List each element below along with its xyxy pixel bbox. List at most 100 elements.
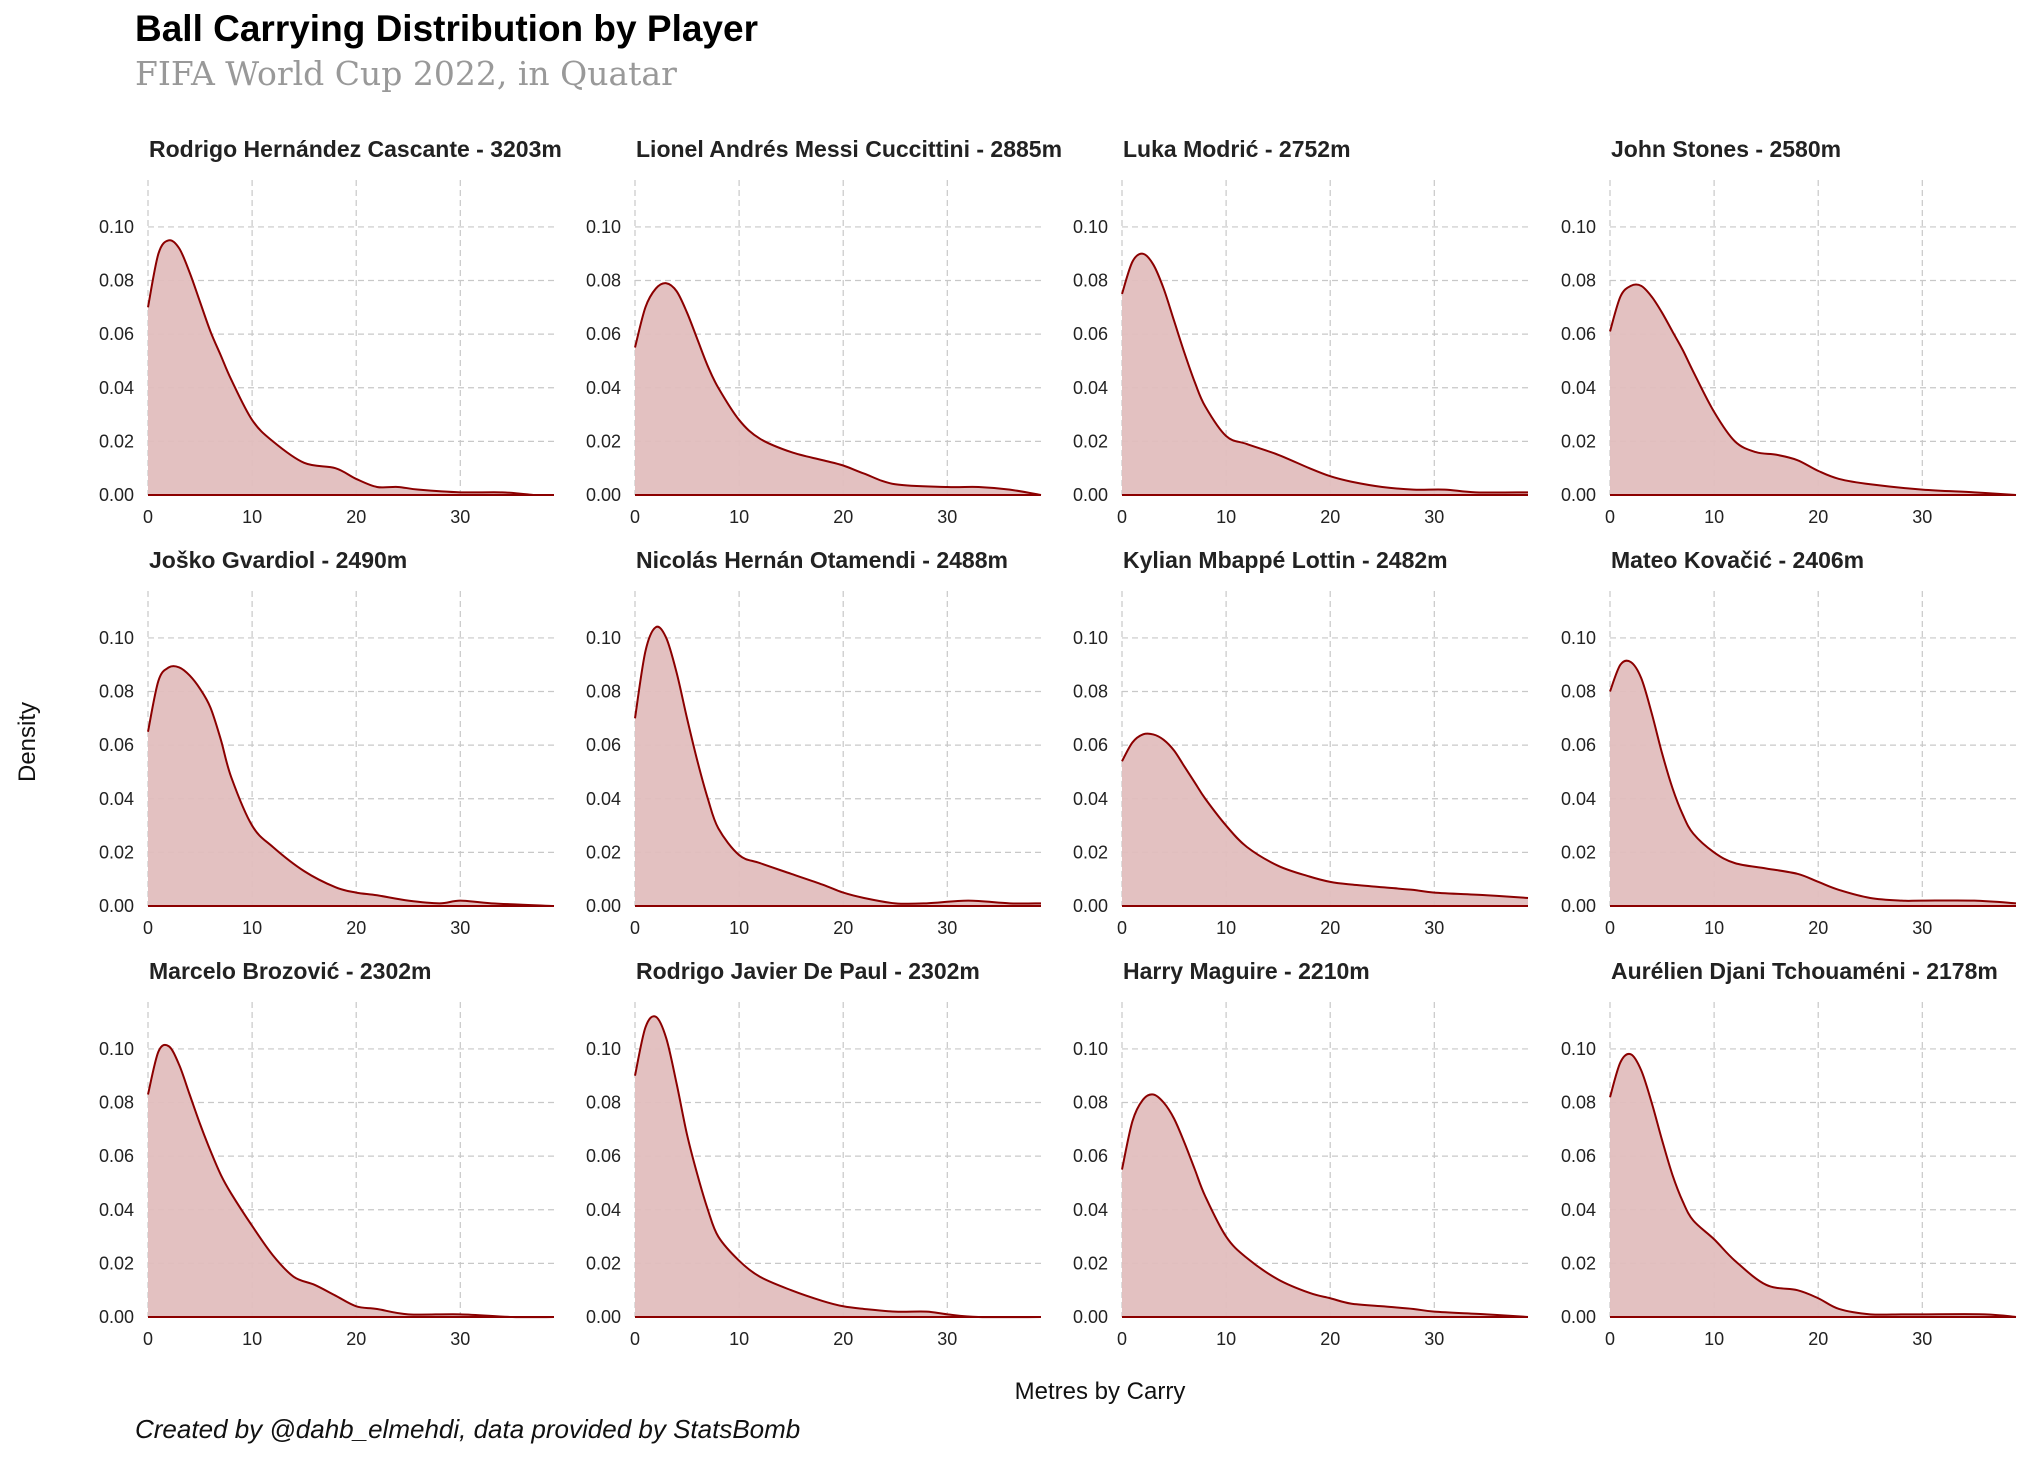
y-tick-label: 0.04 bbox=[586, 1200, 621, 1220]
y-tick-label: 0.04 bbox=[99, 378, 134, 398]
y-tick-label: 0.10 bbox=[586, 217, 621, 237]
x-tick-label: 0 bbox=[1605, 507, 1615, 527]
x-tick-label: 20 bbox=[1808, 918, 1828, 938]
y-tick-label: 0.04 bbox=[1561, 1200, 1596, 1220]
y-tick-label: 0.06 bbox=[99, 324, 134, 344]
y-tick-label: 0.10 bbox=[586, 628, 621, 648]
x-tick-label: 20 bbox=[833, 507, 853, 527]
y-tick-label: 0.06 bbox=[1073, 1146, 1108, 1166]
x-tick-label: 20 bbox=[1808, 507, 1828, 527]
y-tick-label: 0.02 bbox=[1073, 1253, 1108, 1273]
x-tick-label: 10 bbox=[242, 918, 262, 938]
x-tick-label: 20 bbox=[346, 918, 366, 938]
y-tick-label: 0.08 bbox=[1561, 682, 1596, 702]
x-tick-label: 20 bbox=[346, 1329, 366, 1349]
x-tick-label: 0 bbox=[1605, 918, 1615, 938]
x-tick-label: 30 bbox=[937, 1329, 957, 1349]
panel-title: Nicolás Hernán Otamendi - 2488m bbox=[636, 547, 1008, 573]
panel-2: 0.00 0.02 0.04 0.06 0.08 0.10 0 10 20 30 Lionel An… bbox=[586, 136, 1062, 527]
y-tick-label: 0.02 bbox=[586, 842, 621, 862]
y-tick-label: 0.10 bbox=[1073, 1039, 1108, 1059]
x-tick-label: 20 bbox=[833, 1329, 853, 1349]
density-area bbox=[635, 1016, 1041, 1318]
x-tick-label: 30 bbox=[450, 1329, 470, 1349]
panel-1: 0.00 0.02 0.04 0.06 0.08 0.10 0 10 20 30 Rodrigo H… bbox=[99, 136, 562, 527]
y-tick-label: 0.06 bbox=[1073, 324, 1108, 344]
x-tick-label: 20 bbox=[1808, 1329, 1828, 1349]
y-tick-label: 0.04 bbox=[1561, 378, 1596, 398]
panel-3: 0.00 0.02 0.04 0.06 0.08 0.10 0 10 20 30 Luka Modr… bbox=[1073, 136, 1529, 527]
y-tick-label: 0.08 bbox=[586, 271, 621, 291]
y-tick-label: 0.00 bbox=[99, 896, 134, 916]
y-tick-label: 0.00 bbox=[1073, 896, 1108, 916]
x-tick-label: 10 bbox=[1704, 918, 1724, 938]
panel-10: 0.00 0.02 0.04 0.06 0.08 0.10 0 10 20 30 Rodrigo J… bbox=[586, 958, 1042, 1349]
y-tick-label: 0.02 bbox=[99, 1253, 134, 1273]
y-tick-label: 0.04 bbox=[99, 1200, 134, 1220]
y-tick-label: 0.00 bbox=[586, 896, 621, 916]
y-tick-label: 0.04 bbox=[586, 789, 621, 809]
y-tick-label: 0.08 bbox=[99, 682, 134, 702]
x-tick-label: 10 bbox=[1216, 1329, 1236, 1349]
y-tick-label: 0.02 bbox=[1561, 842, 1596, 862]
panel-title: Harry Maguire - 2210m bbox=[1123, 958, 1370, 984]
y-axis-label: Density bbox=[14, 702, 41, 782]
y-tick-label: 0.04 bbox=[586, 378, 621, 398]
y-tick-label: 0.10 bbox=[1561, 1039, 1596, 1059]
x-tick-label: 30 bbox=[1912, 1329, 1932, 1349]
panel-title: Kylian Mbappé Lottin - 2482m bbox=[1123, 547, 1448, 573]
x-tick-label: 20 bbox=[833, 918, 853, 938]
x-tick-label: 30 bbox=[937, 918, 957, 938]
y-tick-label: 0.06 bbox=[1561, 324, 1596, 344]
y-tick-label: 0.10 bbox=[99, 628, 134, 648]
x-tick-label: 20 bbox=[1320, 1329, 1340, 1349]
y-tick-label: 0.10 bbox=[586, 1039, 621, 1059]
x-tick-label: 0 bbox=[1117, 918, 1127, 938]
panel-9: 0.00 0.02 0.04 0.06 0.08 0.10 0 10 20 30 Marcelo B… bbox=[99, 958, 555, 1349]
y-tick-label: 0.00 bbox=[586, 485, 621, 505]
y-tick-label: 0.00 bbox=[1561, 485, 1596, 505]
x-tick-label: 10 bbox=[729, 507, 749, 527]
y-tick-label: 0.10 bbox=[99, 1039, 134, 1059]
x-tick-label: 30 bbox=[1912, 507, 1932, 527]
y-tick-label: 0.02 bbox=[586, 1253, 621, 1273]
x-tick-label: 20 bbox=[1320, 918, 1340, 938]
y-tick-label: 0.00 bbox=[1073, 1307, 1108, 1327]
density-area bbox=[148, 1044, 554, 1318]
density-line bbox=[634, 625, 1042, 905]
x-tick-label: 0 bbox=[143, 507, 153, 527]
panel-4: 0.00 0.02 0.04 0.06 0.08 0.10 0 10 20 30 John Ston… bbox=[1561, 136, 2017, 527]
y-tick-label: 0.00 bbox=[99, 485, 134, 505]
density-area bbox=[1122, 1094, 1528, 1317]
density-line bbox=[634, 282, 1042, 496]
y-tick-label: 0.02 bbox=[1073, 842, 1108, 862]
y-tick-label: 0.02 bbox=[1073, 431, 1108, 451]
density-line bbox=[1609, 283, 2017, 496]
density-line bbox=[1609, 1052, 2017, 1318]
x-tick-label: 30 bbox=[937, 507, 957, 527]
y-tick-label: 0.02 bbox=[1561, 431, 1596, 451]
x-tick-label: 30 bbox=[1424, 1329, 1444, 1349]
y-tick-label: 0.10 bbox=[1073, 217, 1108, 237]
y-tick-label: 0.08 bbox=[1073, 271, 1108, 291]
density-line bbox=[147, 665, 555, 907]
panel-title: Joško Gvardiol - 2490m bbox=[149, 547, 407, 573]
panel-title: John Stones - 2580m bbox=[1611, 136, 1841, 162]
x-tick-label: 10 bbox=[242, 507, 262, 527]
x-tick-label: 30 bbox=[1912, 918, 1932, 938]
y-tick-label: 0.08 bbox=[1073, 1093, 1108, 1113]
y-tick-label: 0.08 bbox=[586, 682, 621, 702]
density-line bbox=[1121, 1093, 1529, 1318]
density-area bbox=[148, 240, 534, 495]
x-axis-label: Metres by Carry bbox=[1015, 1378, 1186, 1405]
density-area bbox=[1122, 733, 1528, 906]
panel-title: Luka Modrić - 2752m bbox=[1123, 136, 1351, 162]
y-tick-label: 0.08 bbox=[1073, 682, 1108, 702]
density-area bbox=[635, 283, 1041, 495]
y-tick-label: 0.02 bbox=[1561, 1253, 1596, 1273]
density-line bbox=[634, 1015, 1042, 1319]
x-tick-label: 30 bbox=[450, 507, 470, 527]
y-tick-label: 0.06 bbox=[586, 735, 621, 755]
density-line bbox=[147, 1043, 555, 1319]
